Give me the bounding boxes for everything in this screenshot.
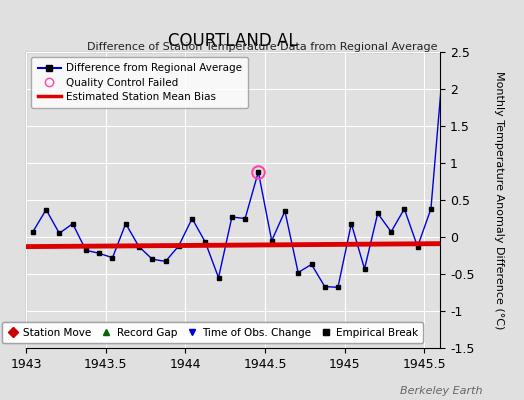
Difference from Regional Average	[215, 275, 222, 280]
Difference from Regional Average	[335, 285, 341, 290]
Difference from Regional Average	[229, 215, 235, 220]
Difference from Regional Average	[388, 230, 394, 234]
Title: COURTLAND AL: COURTLAND AL	[168, 32, 298, 50]
Line: Difference from Regional Average: Difference from Regional Average	[30, 50, 446, 290]
Difference from Regional Average	[308, 262, 314, 267]
Difference from Regional Average	[123, 221, 129, 226]
Difference from Regional Average	[375, 211, 381, 216]
Difference from Regional Average	[110, 255, 116, 260]
Text: Difference of Station Temperature Data from Regional Average: Difference of Station Temperature Data f…	[87, 42, 437, 52]
Legend: Station Move, Record Gap, Time of Obs. Change, Empirical Break: Station Move, Record Gap, Time of Obs. C…	[2, 322, 423, 343]
Difference from Regional Average	[242, 216, 248, 221]
Difference from Regional Average	[441, 50, 447, 54]
Difference from Regional Average	[348, 221, 354, 226]
Difference from Regional Average	[269, 238, 275, 243]
Difference from Regional Average	[428, 206, 434, 211]
Difference from Regional Average	[414, 244, 421, 249]
Difference from Regional Average	[96, 251, 102, 256]
Difference from Regional Average	[362, 266, 368, 271]
Difference from Regional Average	[295, 270, 301, 275]
Difference from Regional Average	[83, 248, 89, 253]
Difference from Regional Average	[30, 230, 36, 234]
Difference from Regional Average	[162, 259, 169, 264]
Difference from Regional Average	[255, 170, 261, 174]
Difference from Regional Average	[282, 209, 288, 214]
Difference from Regional Average	[202, 240, 209, 244]
Difference from Regional Average	[322, 284, 328, 289]
Difference from Regional Average	[136, 244, 142, 249]
Difference from Regional Average	[70, 221, 76, 226]
Difference from Regional Average	[401, 206, 408, 211]
Y-axis label: Monthly Temperature Anomaly Difference (°C): Monthly Temperature Anomaly Difference (…	[494, 71, 504, 329]
Difference from Regional Average	[189, 216, 195, 221]
Difference from Regional Average	[176, 244, 182, 248]
Difference from Regional Average	[43, 207, 49, 212]
Difference from Regional Average	[56, 231, 62, 236]
Difference from Regional Average	[149, 257, 156, 262]
Text: Berkeley Earth: Berkeley Earth	[400, 386, 482, 396]
